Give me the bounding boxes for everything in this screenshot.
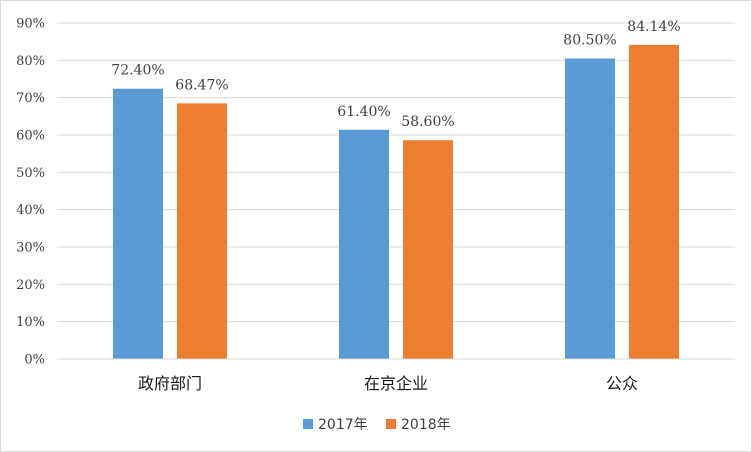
data-label: 72.40% [111,63,164,79]
y-tick-label: 60% [16,129,45,144]
bar-2018年-公众 [629,44,679,360]
y-axis-ticks: 0% 10% 20% 30% 40% 50% 60% 70% 80% 90% [16,17,45,368]
y-tick-label: 30% [16,241,45,256]
x-category-label: 在京企业 [364,374,428,393]
data-label: 58.60% [401,114,454,130]
legend-label: 2018年 [401,417,451,433]
bar-2017年-政府部门 [113,88,163,359]
x-category-label: 公众 [606,374,638,393]
y-tick-label: 0% [24,353,45,368]
x-axis-categories: 政府部门 在京企业 公众 [138,374,638,393]
bar-2018年-政府部门 [177,103,227,360]
bar-2017年-在京企业 [339,129,389,359]
legend-label: 2017年 [318,417,368,433]
y-tick-label: 70% [16,91,45,106]
data-label: 61.40% [337,104,390,120]
y-tick-label: 90% [16,17,45,32]
y-tick-label: 80% [16,54,45,69]
legend-swatch [386,419,396,429]
legend: 2017年 2018年 [303,417,451,433]
y-tick-label: 50% [16,166,45,181]
x-category-label: 政府部门 [138,374,202,393]
data-label: 80.50% [563,32,616,48]
bars [113,44,679,360]
legend-swatch [303,419,313,429]
y-tick-label: 10% [16,315,45,330]
bar-2017年-公众 [565,58,615,359]
data-label: 84.14% [627,19,680,35]
y-tick-label: 20% [16,278,45,293]
bar-2018年-在京企业 [403,140,453,359]
gridlines [57,22,735,323]
y-tick-label: 40% [16,203,45,218]
data-labels: 72.40% 68.47% 61.40% 58.60% 80.50% 84.14% [111,19,680,130]
data-label: 68.47% [175,77,228,93]
